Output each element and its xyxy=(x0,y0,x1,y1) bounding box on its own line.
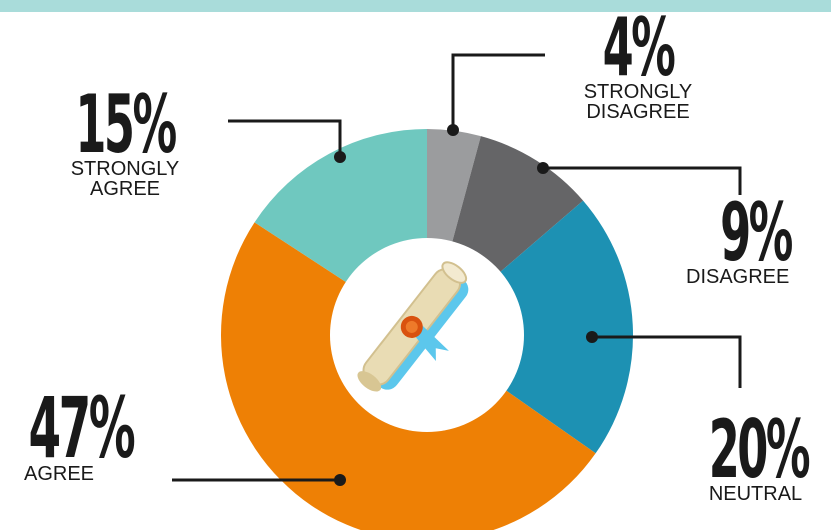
leader-dot-strongly-agree xyxy=(334,151,346,163)
slice-neutral xyxy=(499,200,633,454)
slice-strongly-agree xyxy=(254,129,427,283)
pct-neutral: 20% xyxy=(708,403,811,496)
leader-dot-neutral xyxy=(586,331,598,343)
leader-line-disagree xyxy=(543,166,742,195)
slice-strongly-disagree xyxy=(427,129,481,243)
caption-strongly-agree-2: AGREE xyxy=(89,178,161,200)
pct-disagree: 9% xyxy=(720,186,793,279)
leader-line-strongly-agree xyxy=(228,119,342,157)
donut-slices xyxy=(221,129,633,530)
caption-neutral: NEUTRAL xyxy=(708,483,803,505)
leader-line-strongly-disagree xyxy=(451,53,545,130)
pct-agree: 47% xyxy=(28,379,136,477)
leader-lines xyxy=(172,53,742,482)
leader-line-neutral xyxy=(592,335,742,388)
caption-strongly-disagree-1: STRONGLY xyxy=(583,81,693,103)
leader-dot-agree xyxy=(334,474,346,486)
label-strongly-agree: 15% STRONGLY AGREE xyxy=(40,78,210,200)
slice-agree xyxy=(221,222,596,530)
caption-strongly-disagree-2: DISAGREE xyxy=(586,101,690,123)
label-neutral: 20% NEUTRAL xyxy=(680,403,831,505)
label-strongly-disagree: 4% STRONGLY DISAGREE xyxy=(548,1,728,123)
label-agree: 47% AGREE xyxy=(0,386,150,484)
leader-dot-strongly-disagree xyxy=(447,124,459,136)
pct-strongly-agree: 15% xyxy=(75,78,177,171)
leader-dots xyxy=(334,124,598,486)
slice-disagree xyxy=(452,136,584,273)
caption-agree: AGREE xyxy=(24,463,95,485)
top-accent-bar xyxy=(0,0,831,12)
label-disagree: 9% DISAGREE xyxy=(680,186,831,288)
leader-dot-disagree xyxy=(537,162,549,174)
pct-strongly-disagree: 4% xyxy=(602,1,676,94)
diploma-scroll-icon xyxy=(357,261,469,392)
caption-strongly-agree-1: STRONGLY xyxy=(70,158,180,180)
caption-disagree: DISAGREE xyxy=(686,266,790,288)
